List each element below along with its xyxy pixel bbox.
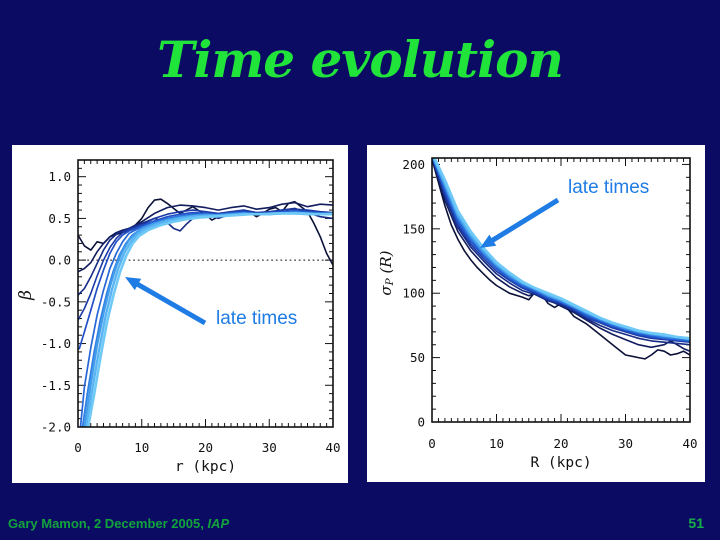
svg-text:-1.0: -1.0 [41,336,71,351]
svg-text:100: 100 [402,286,425,301]
svg-text:40: 40 [682,436,697,451]
svg-text:0: 0 [428,436,436,451]
svg-text:200: 200 [402,157,425,172]
late-times-label-right: late times [568,177,650,198]
late-times-arrow [125,277,207,326]
svg-text:0.0: 0.0 [48,253,71,268]
svg-text:50: 50 [410,350,425,365]
late-times-arrow [480,197,560,248]
svg-text:30: 30 [618,436,633,451]
axis-ticks [77,159,334,428]
svg-text:-2.0: -2.0 [41,420,71,435]
curve-t05 [432,158,690,342]
sigma-vs-radius-chart: 0 10 20 30 40 0 50 100 150 200 R (kpc) σP (R) [377,157,698,471]
curve-t01-early [432,158,690,360]
plot-frame [77,159,334,428]
svg-text:10: 10 [489,436,504,451]
curve-t06 [432,158,690,342]
footer-institute: IAP [207,516,230,531]
time-series-curves [432,158,690,360]
axis-ticks [431,158,691,423]
x-axis-title: r (kpc) [175,459,236,475]
footer-author-date: Gary Mamon, 2 December 2005, [8,516,208,531]
beta-vs-radius-chart: 0 10 20 30 40 -2.0 -1.5 -1.0 -0.5 0.0 0.5 1.0 r (kpc… [16,159,341,475]
x-axis-title: R (kpc) [530,455,591,471]
svg-text:1.0: 1.0 [48,169,71,184]
svg-text:20: 20 [198,440,213,455]
svg-text:20: 20 [553,436,568,451]
page-number: 51 [688,515,704,531]
curve-t04 [78,208,333,321]
curve-t02 [432,158,690,352]
svg-text:40: 40 [325,440,340,455]
curve-t04 [432,158,690,343]
y-axis-title: β [16,290,36,301]
svg-text:-1.5: -1.5 [41,378,71,393]
curve-t02 [78,201,333,273]
svg-text:-0.5: -0.5 [41,294,71,309]
tick-labels: 0 10 20 30 40 0 50 100 150 200 [402,157,697,451]
y-axis-title: σP (R) [377,250,396,295]
svg-text:0.5: 0.5 [48,211,71,226]
footer-credit: Gary Mamon, 2 December 2005, IAP [8,516,229,531]
svg-text:10: 10 [134,440,149,455]
svg-text:0: 0 [74,440,82,455]
svg-text:150: 150 [402,221,425,236]
svg-text:30: 30 [262,440,277,455]
plot-frame [431,157,691,423]
curve-t03 [432,158,690,346]
svg-text:0: 0 [417,415,425,430]
tick-labels: 0 10 20 30 40 -2.0 -1.5 -1.0 -0.5 0.0 0.5 1.0 [41,169,341,455]
late-times-label-left: late times [216,308,298,329]
curve-t10-late [433,158,690,340]
velocity-dispersion-panel: 0 10 20 30 40 0 50 100 150 200 R (kpc) σP (R) late … [367,145,705,482]
curve-t10-late [86,212,333,427]
beta-profile-panel: 0 10 20 30 40 -2.0 -1.5 -1.0 -0.5 0.0 0.5 1.0 r (kpc… [12,145,348,483]
time-series-curves [78,198,333,427]
slide-title: Time evolution [157,30,564,89]
